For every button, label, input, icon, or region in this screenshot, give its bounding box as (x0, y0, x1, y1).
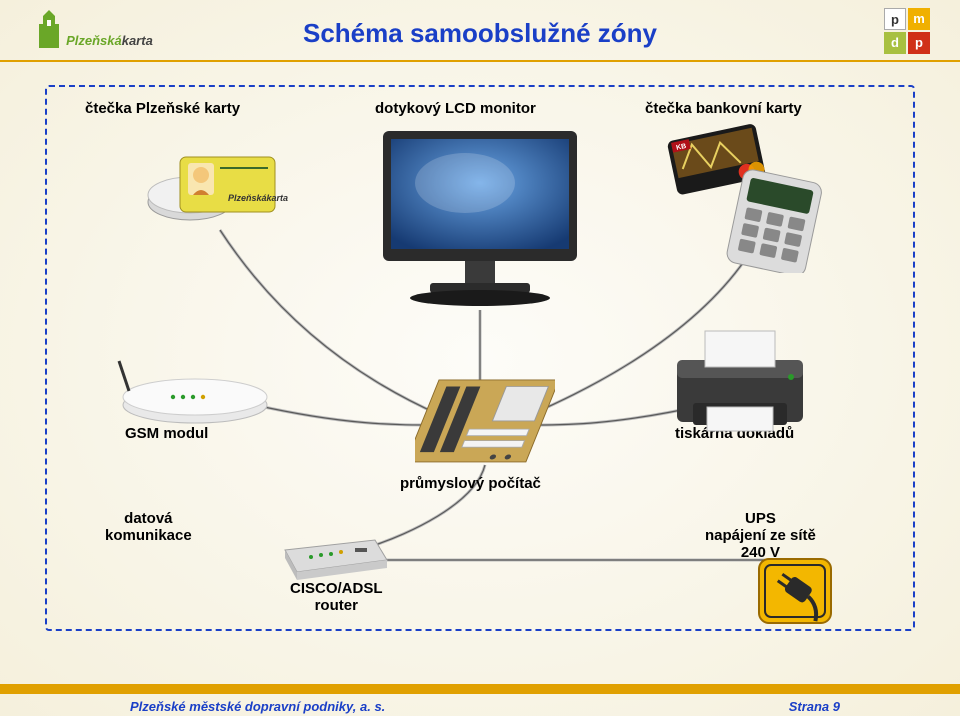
badge-p: p (884, 8, 906, 30)
badge-d: d (884, 32, 906, 54)
router-icon (275, 520, 395, 590)
printer-icon (665, 325, 815, 440)
badge-p2: p (908, 32, 930, 54)
label-ups-1: UPS (745, 510, 776, 527)
diagram-stage: čtečka Plzeňské karty dotykový LCD monit… (45, 85, 915, 631)
card-reader-icon: Plzeňskákarta (140, 127, 290, 232)
label-data-1: datová (124, 510, 172, 527)
label-card-reader: čtečka Plzeňské karty (85, 100, 240, 117)
label-data-2: komunikace (105, 527, 192, 544)
svg-text:Plzeňskákarta: Plzeňskákarta (228, 193, 288, 203)
badge-m: m (908, 8, 930, 30)
footer-page: Strana 9 (789, 699, 840, 714)
power-plug-icon (755, 555, 835, 632)
label-monitor: dotykový LCD monitor (375, 100, 536, 117)
label-ups-2: napájení ze sítě (705, 527, 816, 544)
monitor-icon (375, 123, 585, 318)
motherboard-icon (415, 375, 555, 480)
header: Plzeňskákarta Schéma samoobslužné zóny p… (0, 0, 960, 62)
footer-bar (0, 684, 960, 694)
footer-company: Plzeňské městské dopravní podniky, a. s. (130, 699, 385, 714)
label-router-2: router (315, 597, 358, 614)
label-bank-reader: čtečka bankovní karty (645, 100, 802, 117)
gsm-modem-icon (115, 355, 275, 430)
bank-terminal-icon: KB (650, 123, 850, 278)
brand-logo-right: p m d p (884, 8, 930, 54)
page-title: Schéma samoobslužné zóny (0, 18, 960, 49)
